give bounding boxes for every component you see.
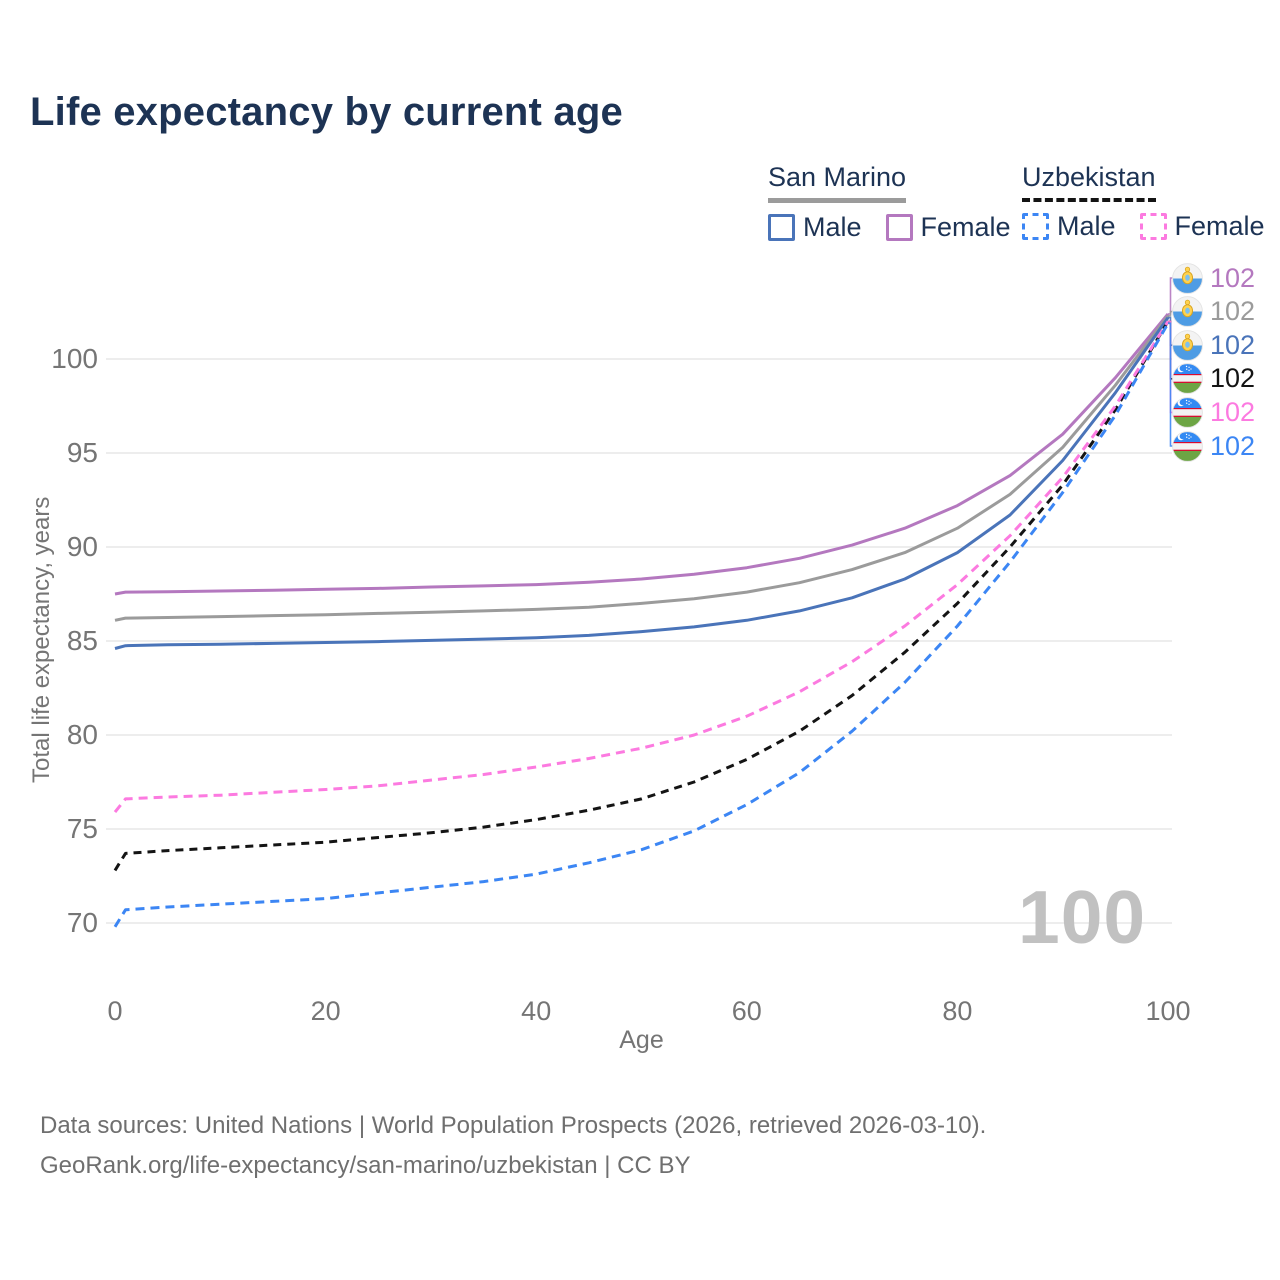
legend-label-male: Male [803, 212, 862, 242]
series-line-san-marino-male [114, 316, 1170, 650]
legend-group-san-marino: San Marino Male Female [768, 162, 1011, 243]
x-tick-label-100: 100 [1145, 996, 1190, 1026]
end-value: 102 [1210, 262, 1256, 293]
footer-attribution-link: GeoRank.org/life-expectancy/san-marino/u… [40, 1152, 691, 1179]
x-tick-label-80: 80 [942, 996, 972, 1026]
end-label-row-uzbekistan-female: 102 [1172, 397, 1255, 428]
legend-group-uzbekistan: Uzbekistan Male Female [1022, 162, 1265, 242]
uzbekistan-female-swatch-icon [1139, 213, 1167, 240]
san-marino-male-swatch-icon [768, 214, 795, 241]
end-label-row-san-marino-both-sexes: 102 [1172, 296, 1255, 327]
uzbekistan-flag-icon [1172, 396, 1203, 428]
san-marino-flag-icon [1172, 296, 1203, 327]
end-value: 102 [1210, 396, 1256, 427]
series-line-san-marino-female [114, 312, 1170, 596]
series-line-san-marino-both-sexes [114, 314, 1170, 622]
series-line-uzbekistan-male [113, 322, 1170, 928]
end-value: 102 [1210, 430, 1256, 461]
uzbekistan-male-swatch-icon [1022, 213, 1049, 240]
legend-country-san-marino[interactable]: San Marino [768, 162, 907, 203]
san-marino-flag-icon [1172, 329, 1203, 361]
y-tick-label-100: 100 [51, 343, 98, 374]
end-value: 102 [1210, 363, 1256, 394]
x-axis-title: Age [619, 1026, 664, 1054]
series-line-uzbekistan-both-sexes [113, 320, 1170, 872]
y-tick-label-95: 95 [67, 437, 98, 468]
legend-item-san-marino-female[interactable]: Female [885, 212, 1011, 243]
end-label-row-uzbekistan-male: 102 [1172, 431, 1255, 462]
y-tick-label-90: 90 [67, 531, 98, 562]
end-label-row-uzbekistan-both-sexes: 102 [1172, 363, 1256, 395]
y-tick-label-80: 80 [67, 719, 98, 750]
x-tick-label-40: 40 [521, 996, 551, 1026]
legend-item-san-marino-male[interactable]: Male [768, 212, 862, 243]
legend-item-uzbekistan-male[interactable]: Male [1022, 211, 1116, 242]
uzbekistan-flag-icon [1172, 430, 1203, 462]
end-value: 102 [1210, 329, 1256, 360]
legend-label-female: Female [920, 212, 1011, 242]
series-line-uzbekistan-female [113, 320, 1170, 814]
page-title: Life expectancy by current age [30, 90, 623, 134]
end-label-row-san-marino-male: 102 [1172, 330, 1255, 361]
san-marino-female-swatch-icon [885, 214, 913, 241]
legend-label-female: Female [1174, 211, 1265, 241]
current-age-watermark: 100 [1018, 875, 1147, 959]
footer-data-sources: Data sources: United Nations | World Pop… [40, 1112, 987, 1139]
legend-country-uzbekistan[interactable]: Uzbekistan [1022, 162, 1156, 202]
y-tick-label-85: 85 [67, 625, 98, 656]
san-marino-flag-icon [1172, 262, 1203, 294]
x-tick-label-20: 20 [311, 996, 341, 1026]
y-tick-label-75: 75 [67, 813, 98, 844]
end-label-row-san-marino-female: 102 [1172, 263, 1255, 294]
y-tick-label-70: 70 [67, 907, 98, 938]
end-value: 102 [1210, 296, 1256, 327]
footer: Data sources: United Nations | World Pop… [40, 1106, 986, 1186]
legend-label-male: Male [1057, 211, 1116, 241]
x-tick-label-60: 60 [732, 996, 762, 1026]
x-tick-label-0: 0 [107, 996, 122, 1026]
legend-item-uzbekistan-female[interactable]: Female [1139, 211, 1265, 242]
uzbekistan-flag-icon [1172, 363, 1203, 395]
y-axis-title: Total life expectancy, years [28, 496, 55, 784]
